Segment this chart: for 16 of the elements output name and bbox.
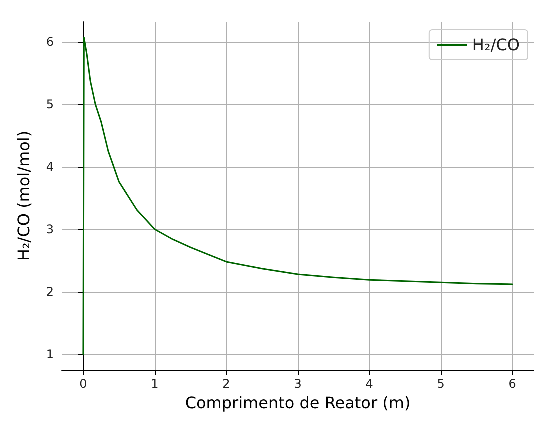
x-tick-label: 0 <box>80 377 88 392</box>
y-tick-label: 3 <box>46 222 54 236</box>
y-tick-label: 5 <box>46 97 54 112</box>
x-axis-title: Comprimento de Reator (m) <box>185 394 411 412</box>
x-tick-label: 2 <box>222 377 230 392</box>
x-tick-label: 1 <box>151 377 159 392</box>
y-tick-label: 1 <box>46 347 54 362</box>
y-tick-label: 4 <box>46 160 54 174</box>
y-axis-title: H₂/CO (mol/mol) <box>14 130 34 262</box>
x-tick-label: 3 <box>294 377 302 392</box>
x-tick-label: 4 <box>366 377 374 392</box>
y-tick-label: 6 <box>46 35 54 49</box>
x-tick-label: 6 <box>508 377 516 392</box>
legend-label: H₂/CO <box>472 36 520 54</box>
x-tick-label: 5 <box>437 377 445 392</box>
y-tick-label: 2 <box>46 284 54 299</box>
